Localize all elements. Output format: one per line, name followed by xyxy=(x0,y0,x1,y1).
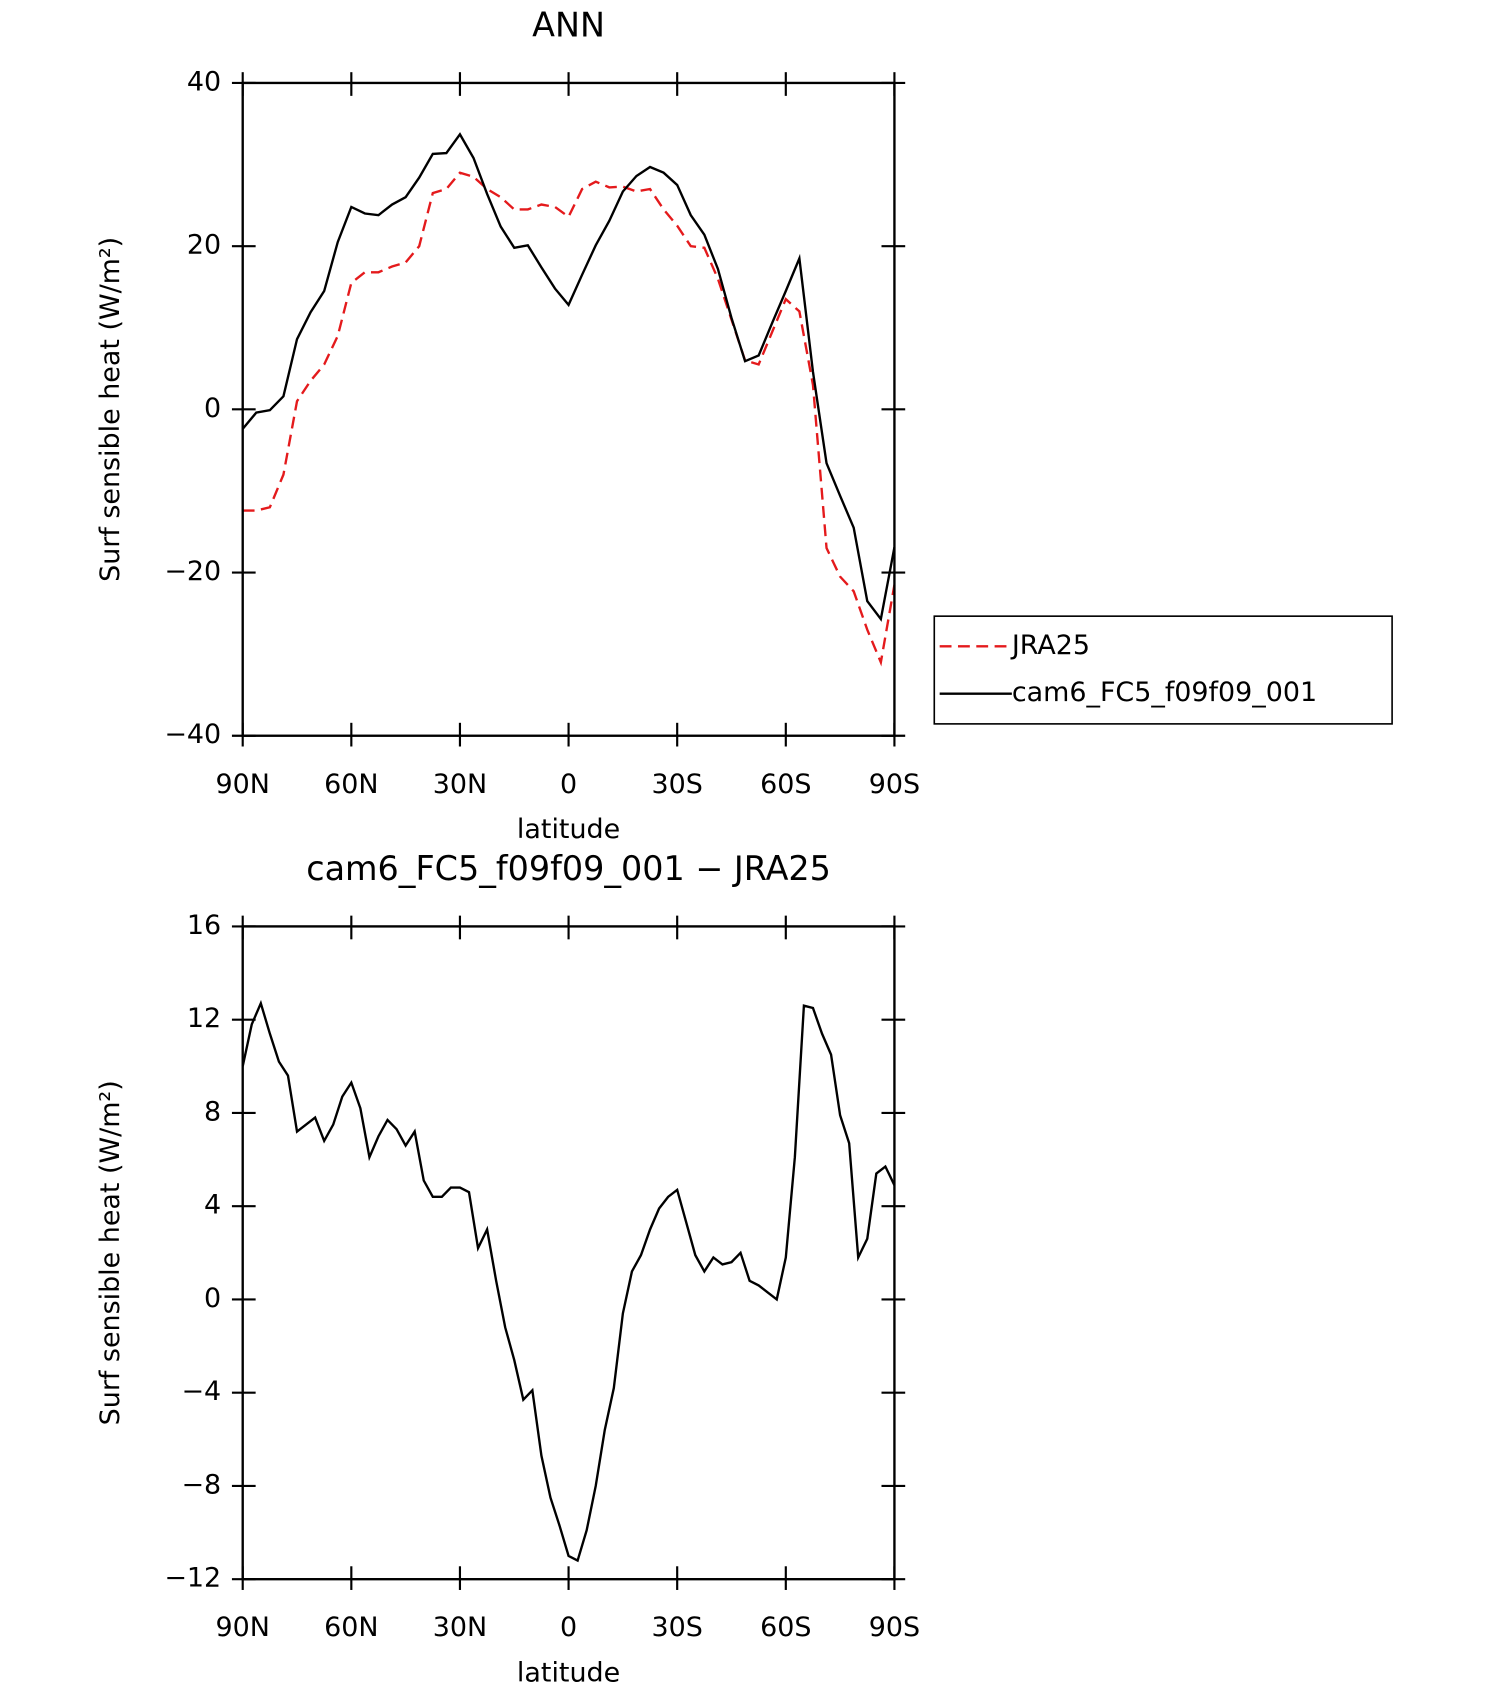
y-tick-label: −8 xyxy=(181,1469,221,1500)
y-tick-label: −12 xyxy=(164,1563,221,1594)
x-axis-label: latitude xyxy=(517,1657,620,1688)
y-tick-label: −40 xyxy=(164,719,221,750)
data-line xyxy=(242,171,896,667)
x-tick-label: 90S xyxy=(869,1612,920,1643)
y-tick-label: 16 xyxy=(187,910,221,941)
chart-title: ANN xyxy=(532,5,605,44)
x-axis-label: latitude xyxy=(517,814,620,845)
x-tick-label: 60N xyxy=(324,1612,378,1643)
legend-label: JRA25 xyxy=(1010,630,1090,661)
y-axis-label: Surf sensible heat (W/m²) xyxy=(95,1080,126,1425)
y-tick-label: 4 xyxy=(204,1190,221,1221)
y-tick-label: −4 xyxy=(181,1376,221,1407)
plot-frame xyxy=(241,925,896,1581)
x-tick-label: 60N xyxy=(324,769,378,800)
data-line xyxy=(241,132,896,622)
x-tick-label: 90N xyxy=(216,769,270,800)
x-tick-label: 30N xyxy=(433,1612,487,1643)
x-tick-label: 30S xyxy=(652,1612,703,1643)
x-tick-label: 0 xyxy=(560,1612,577,1643)
y-tick-label: 0 xyxy=(204,1283,221,1314)
y-tick-label: 20 xyxy=(187,230,221,261)
x-tick-label: 0 xyxy=(560,769,577,800)
y-tick-label: 0 xyxy=(204,393,221,424)
x-tick-label: 90S xyxy=(869,769,920,800)
y-tick-label: 12 xyxy=(187,1003,221,1034)
y-tick-label: 8 xyxy=(204,1096,221,1127)
legend-label: cam6_FC5_f09f09_001 xyxy=(1012,677,1317,708)
x-tick-label: 60S xyxy=(760,1612,811,1643)
legend-box xyxy=(933,615,1393,725)
plot-frame xyxy=(241,81,896,737)
data-line xyxy=(241,999,896,1563)
x-tick-label: 30S xyxy=(652,769,703,800)
x-tick-label: 90N xyxy=(216,1612,270,1643)
y-tick-label: 40 xyxy=(187,66,221,97)
chart-title: cam6_FC5_f09f09_001 − JRA25 xyxy=(306,849,831,888)
y-tick-label: −20 xyxy=(164,556,221,587)
y-axis-label: Surf sensible heat (W/m²) xyxy=(95,237,126,582)
x-tick-label: 60S xyxy=(760,769,811,800)
x-tick-label: 30N xyxy=(433,769,487,800)
